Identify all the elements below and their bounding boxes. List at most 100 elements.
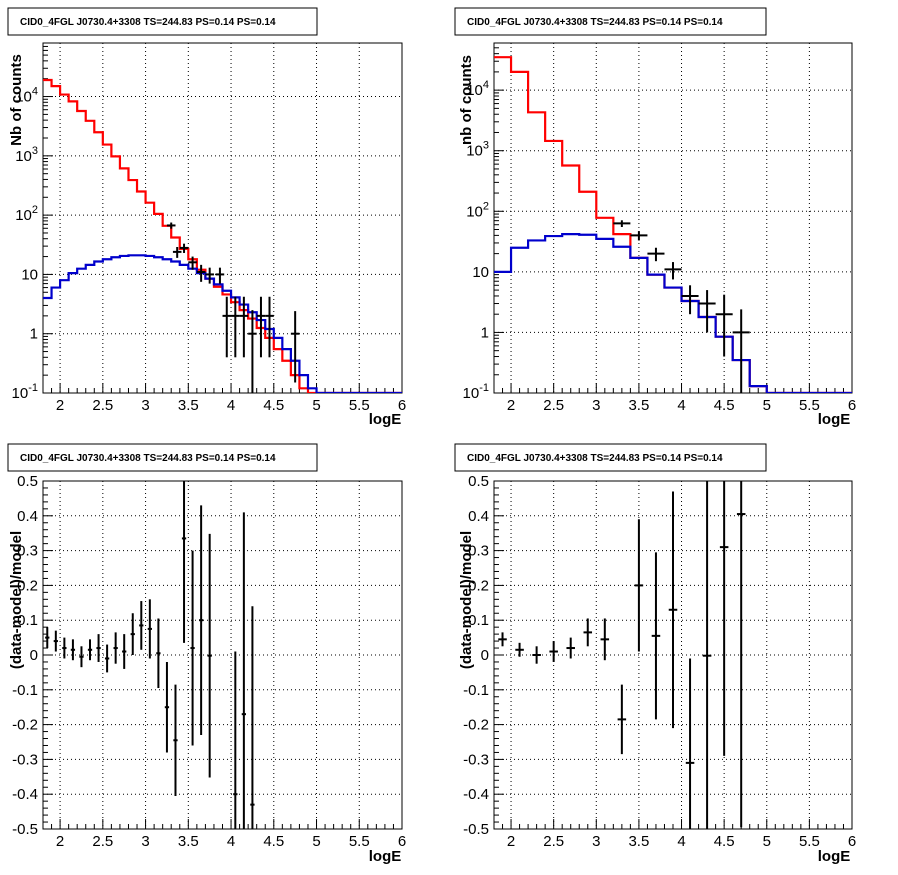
data-point bbox=[681, 285, 699, 315]
x-tick-label: 3 bbox=[141, 397, 149, 414]
y-axis: -0.5 -0.4 -0.3 -0.2 -0.1 0 0.1 0.2 0.3 0.4 0.5 (dat… bbox=[8, 473, 53, 838]
data-point bbox=[231, 296, 240, 358]
data-point bbox=[613, 220, 631, 228]
x-tick-label: 3.5 bbox=[178, 833, 199, 850]
total-model-histogram bbox=[494, 56, 852, 393]
y-tick-label: -0.4 bbox=[12, 786, 38, 803]
data-point bbox=[265, 296, 274, 358]
residual-point bbox=[250, 606, 255, 829]
chart-title: CID0_4FGL J0730.4+3308 TS=244.83 PS=0.14… bbox=[20, 17, 276, 28]
y-tick-label: 0.4 bbox=[17, 508, 38, 525]
y-tick-label: 103 bbox=[466, 140, 489, 160]
residual-point bbox=[617, 684, 627, 755]
data-point bbox=[630, 231, 648, 241]
data-point bbox=[239, 296, 249, 358]
x-tick-label: 2 bbox=[56, 397, 64, 414]
residual-point bbox=[736, 481, 746, 828]
plot-area bbox=[494, 56, 852, 393]
data-point bbox=[179, 243, 189, 253]
x-tick-label: 4.5 bbox=[714, 833, 735, 850]
y-tick-label: 102 bbox=[466, 200, 489, 220]
plot-area bbox=[43, 78, 402, 393]
y-tick-label: 0.2 bbox=[17, 577, 38, 594]
x-tick-label: 6 bbox=[848, 833, 856, 850]
x-axis-label: logE bbox=[369, 411, 402, 428]
y-tick-label: -0.1 bbox=[463, 682, 489, 699]
x-tick-label: 5 bbox=[763, 397, 771, 414]
data-point bbox=[732, 309, 750, 393]
x-tick-label: 3 bbox=[141, 833, 149, 850]
y-tick-label: 0.3 bbox=[468, 543, 489, 560]
y-tick-label: 103 bbox=[15, 145, 38, 165]
x-tick-label: 3.5 bbox=[628, 833, 649, 850]
y-tick-label: 0.4 bbox=[468, 508, 489, 525]
plot-frame bbox=[42, 480, 403, 830]
data-point bbox=[256, 296, 266, 358]
data-point bbox=[698, 290, 716, 333]
y-tick-label: 104 bbox=[466, 79, 489, 99]
x-tick-label: 6 bbox=[398, 397, 406, 414]
chart-title: CID0_4FGL J0730.4+3308 TS=244.83 PS=0.14… bbox=[467, 453, 723, 464]
x-tick-label: 2.5 bbox=[543, 833, 564, 850]
x-tick-label: 2 bbox=[56, 833, 64, 850]
y-tick-label: 10-1 bbox=[463, 382, 489, 402]
y-tick-label: 10-1 bbox=[12, 382, 38, 402]
plot-frame bbox=[42, 42, 403, 394]
x-tick-label: 2 bbox=[507, 397, 515, 414]
total-model-histogram bbox=[43, 78, 402, 393]
x-tick-label: 5 bbox=[312, 397, 320, 414]
residual-point bbox=[198, 505, 204, 736]
y-axis-label: (data-model)/model bbox=[8, 531, 25, 669]
residual-point bbox=[87, 639, 93, 661]
x-tick-label: 2.5 bbox=[92, 397, 113, 414]
grid bbox=[494, 43, 852, 393]
y-tick-label: 10 bbox=[21, 266, 38, 283]
residual-point bbox=[566, 637, 575, 659]
residual-point bbox=[122, 634, 127, 669]
x-tick-label: 4.5 bbox=[263, 397, 284, 414]
y-axis: -0.5 -0.4 -0.3 -0.2 -0.1 0 0.1 0.2 0.3 0.4 0.5 (dat… bbox=[458, 473, 504, 838]
chart-title-box: CID0_4FGL J0730.4+3308 TS=244.83 PS=0.14… bbox=[7, 443, 318, 472]
residual-point bbox=[549, 641, 558, 662]
data-point bbox=[715, 294, 733, 357]
y-tick-label: -0.5 bbox=[12, 821, 38, 838]
x-tick-label: 5.5 bbox=[799, 397, 820, 414]
y-tick-label: -0.2 bbox=[463, 717, 489, 734]
y-tick-label: 0 bbox=[481, 647, 489, 664]
x-tick-label: 4 bbox=[677, 397, 685, 414]
data-point bbox=[215, 267, 225, 284]
grid bbox=[43, 481, 402, 829]
x-tick-label: 5.5 bbox=[349, 833, 370, 850]
data-point bbox=[248, 310, 257, 393]
y-tick-label: -0.4 bbox=[463, 786, 489, 803]
data-point bbox=[196, 264, 206, 282]
x-tick-label: 5.5 bbox=[349, 397, 370, 414]
residual-point bbox=[173, 684, 178, 796]
residual-point bbox=[634, 519, 644, 652]
data-point bbox=[166, 222, 176, 229]
x-tick-label: 2.5 bbox=[543, 397, 564, 414]
data-point bbox=[222, 296, 232, 358]
residual-point bbox=[130, 613, 135, 655]
data-point bbox=[647, 247, 665, 262]
y-tick-label: -0.1 bbox=[12, 682, 38, 699]
y-tick-label: 0.1 bbox=[17, 612, 38, 629]
residual-point bbox=[702, 481, 712, 829]
y-tick-label: 102 bbox=[15, 204, 38, 224]
chart-title-box: CID0_4FGL J0730.4+3308 TS=244.83 PS=0.14… bbox=[7, 7, 318, 36]
x-tick-label: 3.5 bbox=[628, 397, 649, 414]
residual-point bbox=[668, 491, 678, 729]
data-point bbox=[290, 311, 300, 383]
x-axis-label: logE bbox=[369, 848, 402, 865]
y-axis-label: nb of counts bbox=[458, 55, 475, 145]
residual-point bbox=[498, 632, 507, 647]
x-tick-label: 5 bbox=[763, 833, 771, 850]
chart-title-box: CID0_4FGL J0730.4+3308 TS=244.83 PS=0.14… bbox=[454, 443, 767, 472]
y-tick-label: 0.5 bbox=[468, 473, 489, 490]
y-axis-label: (data-model)/model bbox=[458, 531, 475, 669]
residual-point bbox=[241, 512, 247, 829]
